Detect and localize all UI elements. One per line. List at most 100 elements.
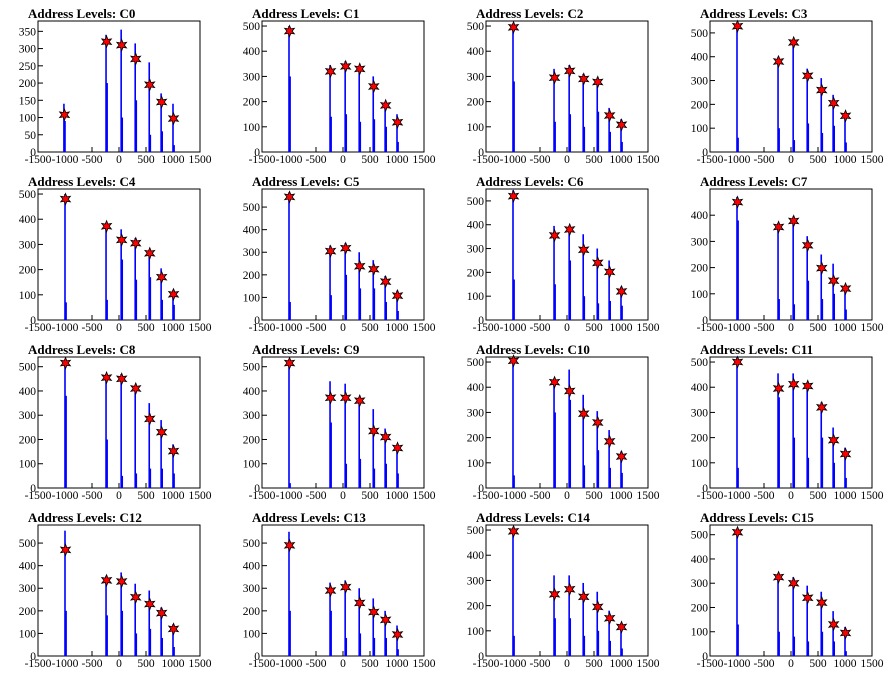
y-tick-label: 0 <box>30 147 36 159</box>
y-tick-label: 500 <box>243 21 261 33</box>
y-tick-label: 0 <box>254 315 260 327</box>
star-marker <box>507 354 520 368</box>
x-tick-label: -1500 <box>249 154 276 166</box>
star-marker <box>577 406 590 421</box>
star-marker <box>603 611 616 625</box>
y-tick-label: 200 <box>243 97 261 109</box>
x-tick-label: 0 <box>788 154 794 166</box>
star-marker <box>577 72 590 86</box>
y-tick-label: 500 <box>691 28 709 40</box>
star-marker <box>283 24 296 38</box>
star-marker <box>548 375 561 389</box>
star-marker <box>391 288 404 303</box>
y-tick-label: 100 <box>467 291 485 303</box>
chart-svg: Address Levels: C40100200300400500-1500-… <box>19 174 212 334</box>
y-tick-label: 500 <box>243 538 261 550</box>
star-marker <box>563 384 576 398</box>
x-tick-label: 0 <box>340 658 346 670</box>
star-marker <box>787 377 800 391</box>
x-tick-label: 0 <box>340 154 346 166</box>
chart-title: Address Levels: C11 <box>700 342 813 357</box>
x-tick-label: 1000 <box>610 658 633 670</box>
y-tick-label: 100 <box>691 458 709 470</box>
x-tick-label: 1500 <box>637 490 660 502</box>
star-marker <box>591 415 604 430</box>
chart-svg: Address Levels: C60100200300400500-1500-… <box>467 174 660 334</box>
y-tick-label: 0 <box>254 483 260 495</box>
y-tick-label: 0 <box>478 315 484 327</box>
chart-title: Address Levels: C13 <box>252 510 366 525</box>
star-marker <box>577 590 590 604</box>
x-tick-label: -1000 <box>500 154 527 166</box>
star-marker <box>548 70 561 85</box>
star-marker <box>379 430 392 444</box>
x-tick-label: -1000 <box>276 154 303 166</box>
star-marker <box>367 262 380 276</box>
star-marker <box>772 570 785 584</box>
star-marker <box>353 259 366 273</box>
x-tick-label: -1500 <box>249 658 276 670</box>
x-tick-label: -1500 <box>25 490 52 502</box>
star-marker <box>615 620 628 634</box>
y-tick-label: 400 <box>467 550 485 562</box>
x-tick-label: -500 <box>305 154 326 166</box>
y-tick-label: 300 <box>19 410 37 422</box>
x-tick-label: 500 <box>137 322 155 334</box>
star-marker <box>283 356 296 370</box>
star-marker <box>827 433 840 447</box>
star-marker <box>591 75 604 89</box>
y-tick-label: 500 <box>243 202 261 214</box>
x-tick-label: 0 <box>116 322 122 334</box>
x-tick-label: 0 <box>788 322 794 334</box>
plot-frame <box>261 20 425 153</box>
y-tick-label: 100 <box>19 628 37 640</box>
star-marker <box>143 412 156 426</box>
star-marker <box>167 287 180 302</box>
star-marker <box>787 576 800 590</box>
x-tick-label: 0 <box>116 154 122 166</box>
chart-panel: Address Levels: C13 0 100 200 300 400 500 -1500… <box>232 510 456 678</box>
plot-frame <box>709 356 873 489</box>
star-marker <box>391 627 404 642</box>
star-marker <box>129 236 142 250</box>
y-tick-label: 500 <box>467 357 485 369</box>
x-tick-label: -1500 <box>697 154 724 166</box>
y-tick-label: 500 <box>691 357 709 369</box>
x-tick-label: 500 <box>585 322 603 334</box>
chart-title: Address Levels: C1 <box>252 6 359 21</box>
star-marker <box>577 243 590 257</box>
x-tick-label: -500 <box>81 322 102 334</box>
x-tick-label: 1500 <box>413 154 436 166</box>
x-tick-label: -1500 <box>25 658 52 670</box>
x-tick-label: 500 <box>361 322 379 334</box>
plot-frame <box>485 188 649 321</box>
chart-panel: Address Levels: C6 0 100 200 300 400 500 -1500-… <box>456 174 680 342</box>
y-tick-label: 200 <box>243 606 261 618</box>
y-tick-label: 100 <box>243 628 261 640</box>
y-tick-label: 200 <box>467 433 485 445</box>
x-tick-label: 1500 <box>413 322 436 334</box>
y-tick-label: 300 <box>467 71 485 83</box>
x-tick-label: -1500 <box>25 322 52 334</box>
x-tick-label: 1000 <box>834 322 857 334</box>
x-tick-label: -1500 <box>249 490 276 502</box>
chart-panel: Address Levels: C12 0 100 200 300 400 500 -1500… <box>8 510 232 678</box>
x-tick-label: -1500 <box>249 322 276 334</box>
y-tick-label: 300 <box>243 247 261 259</box>
y-tick-label: 300 <box>19 44 37 56</box>
y-tick-label: 100 <box>243 459 261 471</box>
x-tick-label: -1000 <box>52 154 79 166</box>
y-tick-label: 300 <box>467 407 485 419</box>
x-tick-label: -500 <box>81 490 102 502</box>
star-marker <box>143 246 156 260</box>
x-tick-label: 1000 <box>386 658 409 670</box>
x-tick-label: 0 <box>340 490 346 502</box>
x-tick-label: -1000 <box>276 658 303 670</box>
star-marker <box>155 95 168 109</box>
x-tick-label: -1500 <box>473 154 500 166</box>
star-marker <box>815 261 828 275</box>
star-marker <box>772 54 785 69</box>
x-tick-label: -1500 <box>473 322 500 334</box>
x-tick-label: -1000 <box>500 322 527 334</box>
x-tick-label: -1500 <box>473 658 500 670</box>
